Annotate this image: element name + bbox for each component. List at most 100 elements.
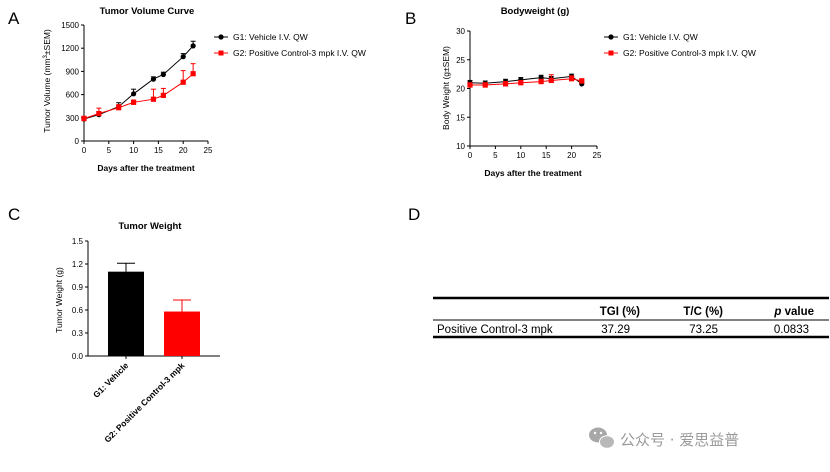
data-point xyxy=(150,76,157,82)
data-point xyxy=(81,115,87,122)
y-tick-label: 0.0 xyxy=(72,352,84,361)
header-p-rest: value xyxy=(781,306,814,318)
legend-marker-g2 xyxy=(608,50,614,56)
watermark: 公众号 · 爱思益普 xyxy=(589,427,739,449)
bar-1 xyxy=(108,271,144,356)
data-point xyxy=(579,78,585,84)
data-point xyxy=(180,54,186,60)
y-tick-label: 1.2 xyxy=(72,260,84,269)
y-tick-label: 0 xyxy=(75,137,80,146)
data-point xyxy=(190,71,196,77)
series-line xyxy=(469,75,583,85)
legend-marker-g2 xyxy=(218,50,224,56)
data-point xyxy=(467,82,473,88)
ylabel-superscript: 3 xyxy=(43,54,49,58)
y-tick-label: 0.6 xyxy=(72,306,84,315)
data-point xyxy=(180,79,186,85)
tumor-volume-ylabel: Tumor Volume (mm3±SEM) xyxy=(42,29,52,133)
bodyweight-title: Bodyweight (g) xyxy=(501,6,570,17)
header-p-italic: p xyxy=(773,306,781,318)
x-tick-label: 0 xyxy=(82,146,87,155)
y-tick-label: 25 xyxy=(456,56,465,65)
tumor-volume-legend: G1: Vehicle I.V. QW G2: Positive Control… xyxy=(214,32,366,58)
bodyweight-legend: G1: Vehicle I.V. QW G2: Positive Control… xyxy=(604,32,756,58)
legend-marker-g1 xyxy=(218,34,224,40)
y-tick-label: 0.3 xyxy=(72,329,84,338)
y-tick-label: 10 xyxy=(456,142,465,151)
row-tc: 73.25 xyxy=(689,324,718,336)
row-p: 0.0833 xyxy=(774,324,809,336)
legend-label-g1: G1: Vehicle I.V. QW xyxy=(233,32,308,42)
x-tick-label: 5 xyxy=(107,146,112,155)
y-tick-label: 900 xyxy=(66,67,80,76)
tumor-weight-title: Tumor Weight xyxy=(119,221,183,232)
data-point xyxy=(538,79,544,85)
category-label: G1: Vehicle xyxy=(91,360,131,400)
y-tick-label: 1.5 xyxy=(72,237,84,246)
y-tick-label: 1500 xyxy=(61,21,79,30)
data-point xyxy=(160,71,166,78)
data-point xyxy=(131,99,137,105)
series-line xyxy=(83,73,194,120)
tumor-weight-chart: Tumor Weight Tumor Weight (g) 0.0 0.3 0.6 0… xyxy=(54,221,220,445)
data-point xyxy=(150,96,157,102)
legend-label-g2: G2: Positive Control-3 mpk I.V. QW xyxy=(233,48,366,58)
data-point xyxy=(548,77,554,84)
x-tick-label: 15 xyxy=(542,151,551,160)
data-point xyxy=(569,76,575,82)
y-tick-label: 1200 xyxy=(61,44,79,53)
bar-2 xyxy=(164,311,200,356)
panel-label-a: A xyxy=(8,9,20,28)
data-point xyxy=(518,80,524,86)
series-line xyxy=(470,78,582,86)
bodyweight-chart: Bodyweight (g) Body Weight (g±SEM) Days … xyxy=(441,6,756,178)
ylabel-part-1: Tumor Volume (mm xyxy=(42,58,52,132)
tumor-weight-ylabel: Tumor Weight (g) xyxy=(54,267,64,333)
x-tick-label: 25 xyxy=(204,146,213,155)
legend-label-g1: G1: Vehicle I.V. QW xyxy=(623,32,698,42)
series-line xyxy=(83,45,194,120)
data-point xyxy=(482,82,488,88)
tumor-volume-title: Tumor Volume Curve xyxy=(100,6,195,17)
watermark-text: 公众号 · 爱思益普 xyxy=(620,431,739,449)
series-2 xyxy=(467,74,585,88)
x-tick-label: 0 xyxy=(468,151,473,160)
tgi-table: TGI (%) T/C (%) p value Positive Control… xyxy=(433,296,829,339)
y-tick-label: 30 xyxy=(456,27,465,36)
x-tick-label: 5 xyxy=(493,151,498,160)
series-2 xyxy=(81,63,196,122)
panel-label-d: D xyxy=(408,205,420,224)
wechat-icon xyxy=(589,427,615,449)
bodyweight-xlabel: Days after the treatment xyxy=(484,168,581,178)
y-tick-label: 15 xyxy=(456,113,465,122)
x-tick-label: 15 xyxy=(154,146,163,155)
header-tc: T/C (%) xyxy=(683,306,723,318)
row-name: Positive Control-3 mpk xyxy=(437,324,553,336)
data-point xyxy=(116,105,122,111)
ylabel-part-3: ±SEM) xyxy=(42,29,52,55)
x-tick-label: 20 xyxy=(179,146,188,155)
header-p-value: p value xyxy=(773,306,814,318)
y-tick-label: 0.9 xyxy=(72,283,84,292)
y-tick-label: 20 xyxy=(456,85,465,94)
data-point xyxy=(131,91,137,97)
panel-label-b: B xyxy=(405,9,416,28)
x-tick-label: 10 xyxy=(129,146,138,155)
y-tick-label: 300 xyxy=(66,114,80,123)
x-tick-label: 25 xyxy=(593,151,602,160)
x-tick-label: 20 xyxy=(567,151,576,160)
legend-marker-g1 xyxy=(608,34,614,40)
y-tick-label: 600 xyxy=(66,91,80,100)
tumor-volume-xlabel: Days after the treatment xyxy=(97,163,194,173)
data-point xyxy=(160,92,166,98)
tumor-volume-chart: Tumor Volume Curve Tumor Volume (mm3±SEM… xyxy=(42,6,366,173)
header-tgi: TGI (%) xyxy=(600,306,640,318)
bodyweight-ylabel: Body Weight (g±SEM) xyxy=(441,46,451,130)
panel-label-c: C xyxy=(8,205,20,224)
row-tgi: 37.29 xyxy=(601,324,630,336)
legend-label-g2: G2: Positive Control-3 mpk I.V. QW xyxy=(623,48,756,58)
data-point xyxy=(190,43,196,49)
x-tick-label: 10 xyxy=(516,151,525,160)
data-point xyxy=(96,110,102,117)
